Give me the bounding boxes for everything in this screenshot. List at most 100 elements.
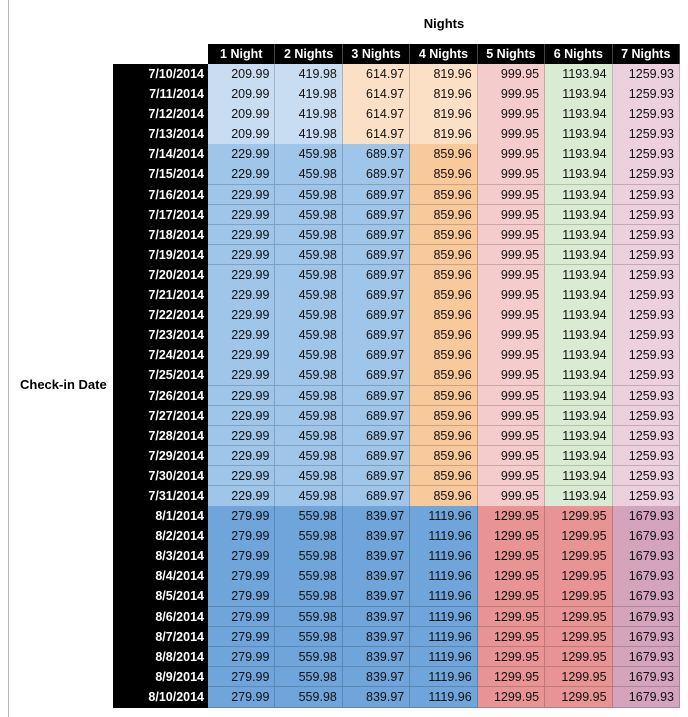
value-cell: 1259.93 — [612, 244, 680, 266]
value-cell: 1193.94 — [545, 345, 613, 366]
value-cell: 1259.93 — [612, 365, 680, 386]
value-cell: 209.99 — [208, 64, 276, 85]
left-border — [8, 0, 9, 717]
row-label: 7/13/2014 — [113, 124, 208, 145]
value-cell: 999.95 — [477, 64, 546, 85]
value-cell: 229.99 — [208, 485, 276, 507]
value-cell: 1679.93 — [612, 646, 680, 668]
value-cell: 229.99 — [208, 164, 276, 186]
value-cell: 689.97 — [342, 385, 411, 407]
value-cell: 839.97 — [342, 506, 411, 527]
value-cell: 819.96 — [410, 84, 478, 105]
row-label: 7/16/2014 — [113, 184, 208, 206]
value-cell: 279.99 — [208, 646, 276, 668]
value-cell: 999.95 — [477, 164, 546, 186]
value-cell: 459.98 — [275, 365, 343, 386]
value-cell: 1259.93 — [612, 325, 680, 346]
value-cell: 1119.96 — [410, 566, 478, 587]
value-cell: 279.99 — [208, 566, 276, 587]
value-cell: 419.98 — [275, 64, 343, 85]
value-cell: 859.96 — [410, 224, 478, 246]
value-cell: 1193.94 — [545, 425, 613, 447]
value-cell: 1119.96 — [410, 666, 478, 688]
value-cell: 689.97 — [342, 485, 411, 507]
value-cell: 689.97 — [342, 405, 411, 427]
row-label: 7/25/2014 — [113, 365, 208, 386]
value-cell: 279.99 — [208, 626, 276, 648]
value-cell: 279.99 — [208, 506, 276, 527]
value-cell: 229.99 — [208, 445, 276, 467]
value-cell: 229.99 — [208, 365, 276, 386]
value-cell: 1299.95 — [545, 566, 613, 587]
value-cell: 1299.95 — [477, 546, 546, 567]
value-cell: 459.98 — [275, 144, 343, 165]
value-cell: 999.95 — [477, 345, 546, 366]
value-cell: 1299.95 — [545, 546, 613, 567]
value-cell: 459.98 — [275, 285, 343, 306]
value-cell: 1299.95 — [477, 506, 546, 527]
value-cell: 1299.95 — [477, 646, 546, 668]
value-cell: 1193.94 — [545, 385, 613, 407]
row-label: 7/20/2014 — [113, 264, 208, 286]
column-header: 5 Nights — [477, 44, 546, 64]
value-cell: 1679.93 — [612, 526, 680, 547]
value-cell: 839.97 — [342, 606, 411, 628]
row-label: 7/19/2014 — [113, 244, 208, 266]
value-cell: 839.97 — [342, 646, 411, 668]
value-cell: 689.97 — [342, 345, 411, 366]
value-cell: 1259.93 — [612, 485, 680, 507]
value-cell: 1299.95 — [477, 566, 546, 587]
row-label: 7/10/2014 — [113, 64, 208, 85]
value-cell: 689.97 — [342, 184, 411, 206]
column-header: 2 Nights — [275, 44, 343, 64]
row-label: 8/1/2014 — [113, 506, 208, 527]
value-cell: 1259.93 — [612, 385, 680, 407]
value-cell: 229.99 — [208, 144, 276, 165]
value-cell: 859.96 — [410, 425, 478, 447]
value-cell: 1259.93 — [612, 84, 680, 105]
value-cell: 689.97 — [342, 264, 411, 286]
value-cell: 1259.93 — [612, 104, 680, 125]
value-cell: 999.95 — [477, 325, 546, 346]
value-cell: 999.95 — [477, 104, 546, 125]
value-cell: 839.97 — [342, 666, 411, 688]
value-cell: 1119.96 — [410, 586, 478, 608]
row-label: 7/27/2014 — [113, 405, 208, 427]
value-cell: 859.96 — [410, 144, 478, 165]
value-cell: 1259.93 — [612, 264, 680, 286]
value-cell: 1299.95 — [477, 626, 546, 648]
value-cell: 1259.93 — [612, 64, 680, 85]
column-header: 4 Nights — [410, 44, 478, 64]
value-cell: 689.97 — [342, 144, 411, 165]
value-cell: 1299.95 — [545, 666, 613, 688]
row-label: 8/6/2014 — [113, 606, 208, 628]
value-cell: 559.98 — [275, 646, 343, 668]
value-cell: 1193.94 — [545, 445, 613, 467]
value-cell: 1193.94 — [545, 84, 613, 105]
value-cell: 1193.94 — [545, 224, 613, 246]
value-cell: 209.99 — [208, 104, 276, 125]
row-label: 8/2/2014 — [113, 526, 208, 547]
value-cell: 1299.95 — [545, 646, 613, 668]
value-cell: 859.96 — [410, 164, 478, 186]
row-label: 7/26/2014 — [113, 385, 208, 407]
value-cell: 1193.94 — [545, 184, 613, 206]
value-cell: 1259.93 — [612, 184, 680, 206]
row-label: 8/4/2014 — [113, 566, 208, 587]
value-cell: 999.95 — [477, 184, 546, 206]
value-cell: 1679.93 — [612, 686, 680, 708]
value-cell: 1679.93 — [612, 546, 680, 567]
value-cell: 459.98 — [275, 325, 343, 346]
value-cell: 229.99 — [208, 184, 276, 206]
value-cell: 1259.93 — [612, 465, 680, 487]
value-cell: 999.95 — [477, 365, 546, 386]
value-cell: 459.98 — [275, 405, 343, 427]
value-cell: 859.96 — [410, 204, 478, 226]
row-label: 7/18/2014 — [113, 224, 208, 246]
value-cell: 1679.93 — [612, 506, 680, 527]
value-cell: 229.99 — [208, 305, 276, 326]
value-cell: 819.96 — [410, 124, 478, 145]
value-cell: 229.99 — [208, 224, 276, 246]
value-cell: 1259.93 — [612, 285, 680, 306]
value-cell: 614.97 — [342, 84, 411, 105]
